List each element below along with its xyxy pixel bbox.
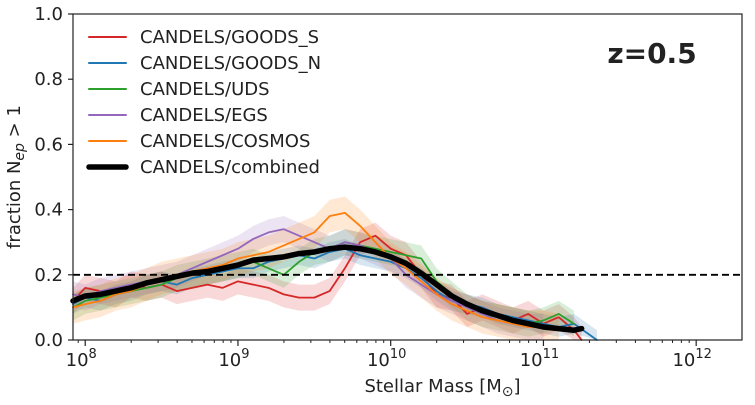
line-candels-combined	[70, 244, 585, 333]
y-axis-title: fraction Nep > 1	[4, 105, 28, 249]
band-candels-goods-n	[73, 238, 597, 340]
x-axis-title: Stellar Mass [M⊙]	[364, 376, 520, 400]
series-lines	[70, 211, 598, 341]
legend-label: CANDELS/GOODS_N	[140, 53, 321, 74]
x-tick-base: 10	[520, 350, 543, 371]
legend-label: CANDELS/UDS	[140, 79, 270, 100]
y-axis-title-main: fraction N	[4, 161, 25, 249]
plot-frame	[72, 13, 743, 341]
y-tick-label: 0.2	[34, 265, 63, 286]
y-tick-label: 0.8	[34, 69, 63, 90]
x-tick-label: 109	[218, 347, 249, 371]
x-tick-exponent: 9	[241, 347, 249, 362]
x-tick-label: 1012	[672, 347, 711, 371]
y-tick-label: 0.6	[34, 134, 63, 155]
y-axis-title-end: > 1	[4, 105, 25, 143]
x-tick-base: 10	[672, 350, 695, 371]
x-tick-base: 10	[66, 350, 89, 371]
x-axis-title-end: ]	[514, 376, 521, 397]
y-tick-label: 0.4	[34, 200, 63, 221]
band-candels-cosmos	[73, 196, 559, 340]
redshift-annotation: z=0.5	[607, 37, 696, 70]
x-tick-exponent: 8	[89, 347, 97, 362]
x-tick-base: 10	[218, 350, 241, 371]
x-tick-label: 1010	[367, 347, 406, 371]
band-candels-goods-s	[73, 222, 582, 340]
x-tick-label: 1011	[520, 347, 559, 371]
legend-label: CANDELS/combined	[140, 157, 320, 178]
x-tick-exponent: 12	[695, 347, 712, 362]
y-axis-title-sub: ep	[12, 143, 28, 161]
x-tick-base: 10	[367, 350, 390, 371]
legend-label: CANDELS/COSMOS	[140, 131, 310, 152]
x-tick-label: 108	[66, 347, 97, 371]
legend-label: CANDELS/GOODS_S	[140, 27, 319, 48]
x-tick-exponent: 10	[390, 347, 407, 362]
y-tick-label: 0.0	[34, 330, 63, 351]
y-axis: 0.0 0.2 0.4 0.6 0.8 1.0	[34, 4, 73, 351]
legend: CANDELS/GOODS_S CANDELS/GOODS_N CANDELS/UD…	[86, 27, 321, 178]
x-tick-exponent: 11	[543, 347, 560, 362]
x-axis-title-sub: ⊙	[502, 384, 514, 400]
x-axis-title-main: Stellar Mass [M	[364, 376, 501, 397]
y-tick-label: 1.0	[34, 4, 63, 25]
legend-label: CANDELS/EGS	[140, 105, 268, 126]
x-axis: 108 109 1010 1011 1012	[66, 340, 712, 371]
